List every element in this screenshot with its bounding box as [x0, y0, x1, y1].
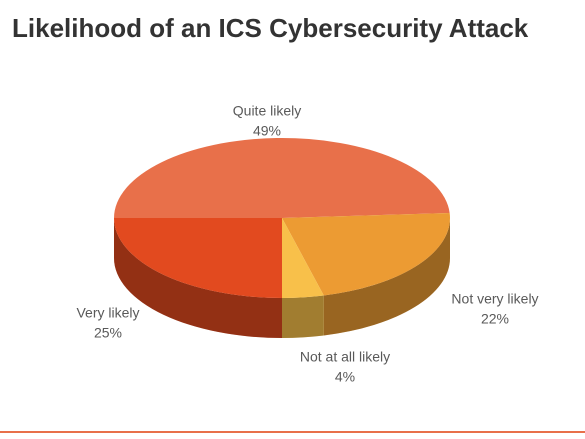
side-shade [323, 218, 450, 336]
pie-slice [114, 138, 450, 218]
pie-sides [114, 218, 450, 338]
pie-slice [282, 218, 324, 298]
side-shade [114, 218, 282, 338]
slice-value-label: 22% [481, 311, 509, 327]
side-shade [282, 295, 324, 338]
pie-tops [114, 138, 450, 298]
slice-value-label: 25% [94, 325, 122, 341]
pie-side [282, 295, 324, 338]
slice-value-label: 49% [253, 123, 281, 139]
slice-label: Quite likely [233, 103, 301, 119]
slice-value-label: 4% [335, 369, 355, 385]
pie-side [323, 218, 450, 336]
pie-slice [114, 218, 282, 298]
chart-title: Likelihood of an ICS Cybersecurity Attac… [12, 13, 529, 43]
slice-label: Not at all likely [300, 349, 390, 365]
slice-label: Very likely [76, 305, 139, 321]
pie-side [114, 218, 282, 338]
slice-label: Not very likely [451, 291, 538, 307]
labels: Quite likely 49% Not very likely 22% Not at … [76, 103, 538, 385]
pie-slice [282, 212, 450, 296]
